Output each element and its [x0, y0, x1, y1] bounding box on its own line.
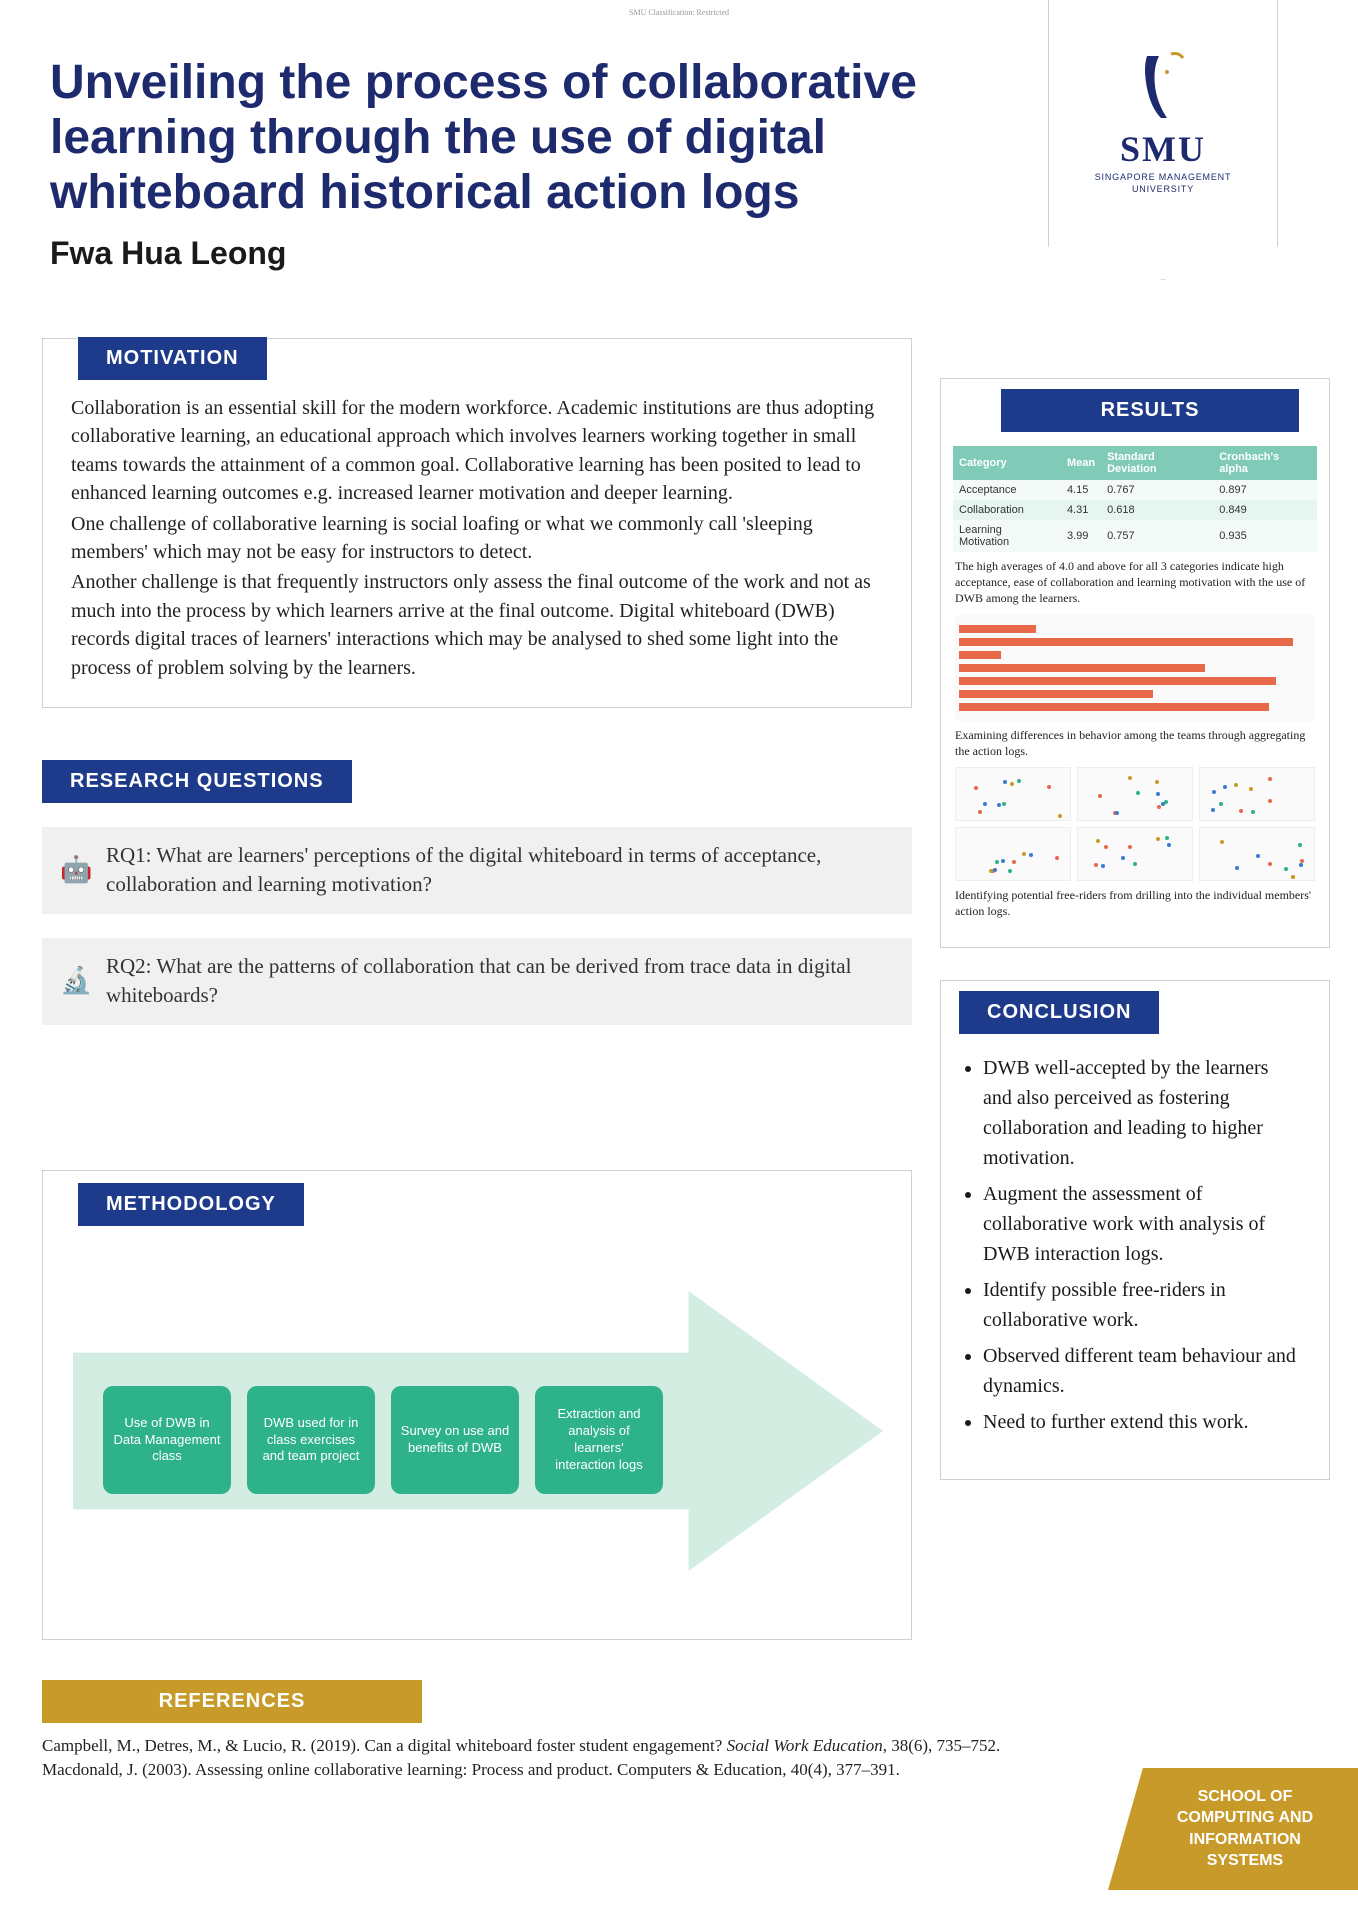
methodology-steps: Use of DWB in Data Management classDWB u…	[103, 1386, 663, 1494]
bar-row	[959, 663, 1311, 673]
conclusion-item: Need to further extend this work.	[983, 1407, 1301, 1437]
results-bar-chart	[955, 615, 1315, 721]
smu-name: SMU	[1049, 128, 1277, 170]
methodology-tab: METHODOLOGY	[78, 1183, 304, 1226]
table-row: Acceptance4.150.7670.897	[953, 480, 1317, 500]
scatter-panel	[955, 767, 1071, 821]
motivation-section: MOTIVATION Collaboration is an essential…	[42, 338, 912, 708]
methodology-step: Survey on use and benefits of DWB	[391, 1386, 519, 1494]
results-tab: RESULTS	[1001, 389, 1299, 432]
results-section: RESULTS CategoryMeanStandard DeviationCr…	[940, 378, 1330, 948]
table-header: Mean	[1061, 446, 1101, 480]
methodology-step: Extraction and analysis of learners' int…	[535, 1386, 663, 1494]
results-table: CategoryMeanStandard DeviationCronbach's…	[953, 446, 1317, 552]
conclusion-item: Observed different team behaviour and dy…	[983, 1341, 1301, 1401]
table-header: Cronbach's alpha	[1213, 446, 1317, 480]
results-note-2: Examining differences in behavior among …	[955, 727, 1315, 759]
bar-row	[959, 624, 1311, 634]
table-row: Learning Motivation3.990.7570.935	[953, 520, 1317, 552]
conclusion-tab: CONCLUSION	[959, 991, 1159, 1034]
classification-text: SMU Classification: Restricted	[629, 8, 729, 17]
smu-subtitle-1: SINGAPORE MANAGEMENT	[1049, 172, 1277, 182]
rq-item: 🔬RQ2: What are the patterns of collabora…	[42, 938, 912, 1025]
bar-row	[959, 689, 1311, 699]
smu-logo-banner: SMU SINGAPORE MANAGEMENT UNIVERSITY	[1048, 0, 1278, 280]
header: Unveiling the process of collaborative l…	[50, 55, 950, 272]
references-body: Campbell, M., Detres, M., & Lucio, R. (2…	[42, 1734, 1082, 1782]
scatter-panel	[1077, 767, 1193, 821]
bar-row	[959, 676, 1311, 686]
author-name: Fwa Hua Leong	[50, 235, 950, 272]
rq-icon: 🔬	[60, 963, 92, 999]
table-row: Collaboration4.310.6180.849	[953, 500, 1317, 520]
conclusion-item: DWB well-accepted by the learners and al…	[983, 1053, 1301, 1173]
results-scatter-grid	[955, 767, 1315, 881]
conclusion-item: Identify possible free-riders in collabo…	[983, 1275, 1301, 1335]
motivation-tab: MOTIVATION	[78, 337, 267, 380]
conclusion-section: CONCLUSION DWB well-accepted by the lear…	[940, 980, 1330, 1480]
bar-row	[959, 702, 1311, 712]
smu-lion-icon	[1133, 48, 1193, 124]
scatter-panel	[1077, 827, 1193, 881]
conclusion-item: Augment the assessment of collaborative …	[983, 1179, 1301, 1269]
school-tag: SCHOOL OFCOMPUTING ANDINFORMATION SYSTEM…	[1108, 1768, 1358, 1890]
methodology-section: METHODOLOGY Use of DWB in Data Managemen…	[42, 1170, 912, 1640]
conclusion-list: DWB well-accepted by the learners and al…	[983, 1053, 1301, 1437]
research-questions-section: RESEARCH QUESTIONS 🤖RQ1: What are learne…	[42, 760, 912, 1025]
rq-tab: RESEARCH QUESTIONS	[42, 760, 352, 803]
results-note-1: The high averages of 4.0 and above for a…	[955, 558, 1315, 607]
references-tab: REFERENCES	[42, 1680, 422, 1723]
motivation-body: Collaboration is an essential skill for …	[71, 394, 883, 684]
smu-subtitle-2: UNIVERSITY	[1049, 184, 1277, 194]
rq-icon: 🤖	[60, 852, 92, 888]
scatter-panel	[955, 827, 1071, 881]
scatter-panel	[1199, 827, 1315, 881]
bar-row	[959, 650, 1311, 660]
methodology-step: DWB used for in class exercises and team…	[247, 1386, 375, 1494]
bar-row	[959, 637, 1311, 647]
poster-title: Unveiling the process of collaborative l…	[50, 55, 950, 221]
methodology-step: Use of DWB in Data Management class	[103, 1386, 231, 1494]
scatter-panel	[1199, 767, 1315, 821]
table-header: Standard Deviation	[1101, 446, 1213, 480]
rq-item: 🤖RQ1: What are learners' perceptions of …	[42, 827, 912, 914]
table-header: Category	[953, 446, 1061, 480]
results-note-3: Identifying potential free-riders from d…	[955, 887, 1315, 919]
